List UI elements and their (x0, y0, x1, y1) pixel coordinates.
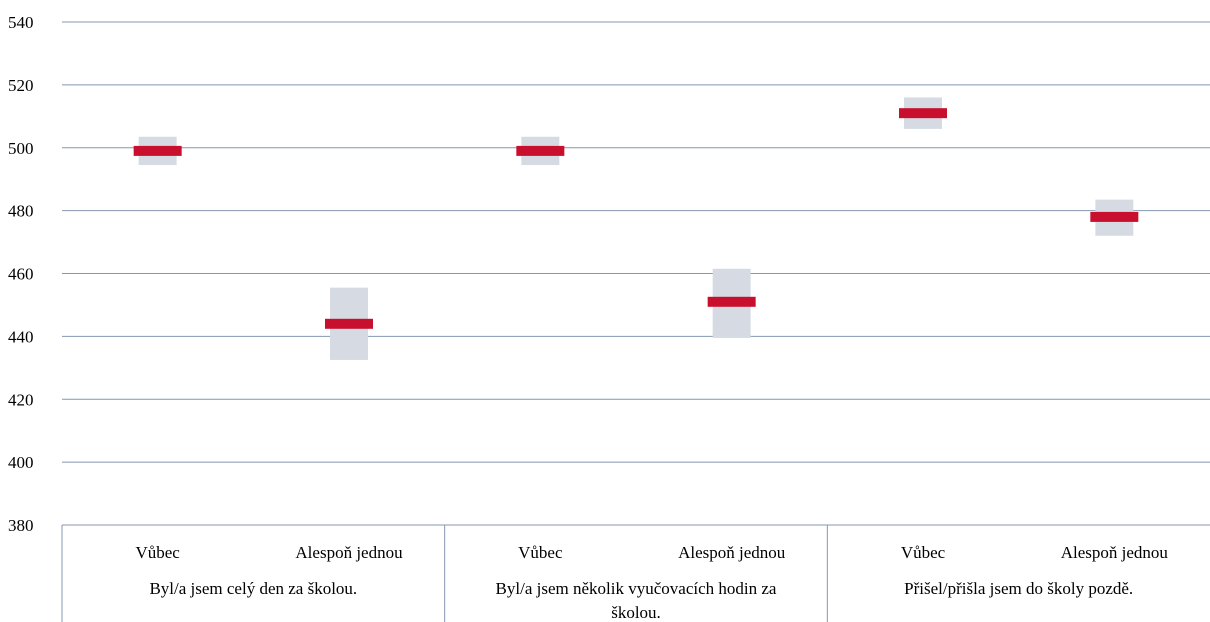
mean-marker (325, 318, 373, 329)
x-group-label: školou. (611, 603, 661, 622)
y-tick-label: 480 (8, 202, 34, 221)
y-tick-label: 500 (8, 139, 34, 158)
y-tick-label: 520 (8, 76, 34, 95)
y-tick-label: 400 (8, 453, 34, 472)
mean-marker (707, 296, 756, 307)
y-tick-label: 420 (8, 390, 34, 409)
x-category-label: Alespoň jednou (678, 543, 786, 562)
gridlines (62, 21, 1210, 463)
y-tick-label: 440 (8, 327, 34, 346)
x-category-label: Vůbec (135, 543, 180, 562)
mean-marker (899, 108, 947, 119)
y-axis-ticks: 380 400 420 440 460 480 500 520 540 (8, 13, 34, 535)
x-group-label: Byl/a jsem celý den za školou. (149, 579, 357, 598)
x-category-label: Alespoň jednou (295, 543, 403, 562)
y-tick-label: 540 (8, 13, 34, 32)
x-group-label: Přišel/přišla jsem do školy pozdě. (904, 579, 1133, 598)
y-tick-label: 380 (8, 516, 34, 535)
x-category-label: Vůbec (518, 543, 563, 562)
x-axis: Vůbec Alespoň jednou Vůbec Alespoň jednou Vů… (61, 524, 1210, 622)
mean-markers (133, 108, 1139, 329)
mean-marker (1090, 211, 1139, 222)
x-category-label: Vůbec (901, 543, 946, 562)
x-category-label: Alespoň jednou (1061, 543, 1169, 562)
mean-marker (516, 145, 565, 156)
confidence-intervals (138, 97, 1134, 360)
x-group-label: Byl/a jsem několik vyučovacích hodin za (496, 579, 777, 598)
y-tick-label: 460 (8, 265, 34, 284)
mean-marker (133, 145, 182, 156)
